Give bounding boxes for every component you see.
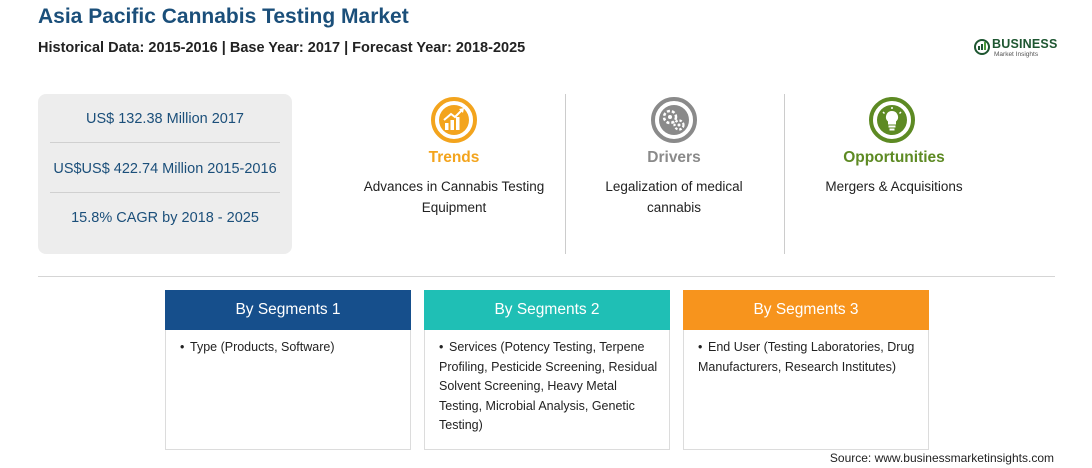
column-divider (565, 94, 566, 254)
segment-2-text: Services (Potency Testing, Terpene Profi… (439, 340, 658, 432)
segment-card-2: By Segments 2 • Services (Potency Testing… (424, 290, 670, 450)
segment-1-body: • Type (Products, Software) (180, 338, 402, 358)
page-subtitle: Historical Data: 2015-2016 | Base Year: … (38, 40, 526, 56)
segment-2-title: By Segments 2 (424, 290, 670, 330)
bullet: • (180, 340, 185, 354)
stat-market-value: US$ 132.38 Million 2017 (86, 111, 244, 127)
logo-subtext: Market Insights (994, 51, 1039, 58)
drivers-column: Drivers Legalization of medical cannabis (564, 94, 784, 254)
trends-column: Trends Advances in Cannabis Testing Equi… (344, 94, 564, 254)
brand-logo: BUSINESS Market Insights (974, 36, 1058, 60)
gears-icon (651, 97, 697, 143)
segment-1-title: By Segments 1 (165, 290, 411, 330)
segment-3-body: • End User (Testing Laboratories, Drug Ma… (698, 338, 920, 377)
drivers-text: Legalization of medical cannabis (605, 179, 743, 215)
segment-card-1: By Segments 1 • Type (Products, Software) (165, 290, 411, 450)
segment-1-text: Type (Products, Software) (190, 340, 335, 354)
bullet: • (698, 340, 703, 354)
column-divider (784, 94, 785, 254)
segment-card-3: By Segments 3 • End User (Testing Laborat… (683, 290, 929, 450)
bullet: • (439, 340, 444, 354)
segment-3-text: End User (Testing Laboratories, Drug Man… (698, 340, 915, 374)
trends-text: Advances in Cannabis Testing Equipment (363, 179, 545, 215)
chart-up-icon (431, 97, 477, 143)
source-note: Source: www.businessmarketinsights.com (829, 451, 1054, 465)
trends-title: Trends (428, 149, 480, 166)
logo-text: BUSINESS (992, 37, 1058, 51)
page-title: Asia Pacific Cannabis Testing Market (38, 5, 409, 28)
stat-cagr: 15.8% CAGR by 2018 - 2025 (71, 210, 259, 226)
opportunities-column: Opportunities Mergers & Acquisitions (784, 94, 1004, 254)
stat-divider (50, 192, 280, 193)
section-divider (38, 276, 1055, 277)
segment-3-title: By Segments 3 (683, 290, 929, 330)
opportunities-title: Opportunities (843, 149, 945, 166)
segment-2-body: • Services (Potency Testing, Terpene Prof… (439, 338, 661, 436)
key-stats-panel: US$ 132.38 Million 2017 US$US$ 422.74 Mi… (38, 94, 292, 254)
stat-divider (50, 142, 280, 143)
drivers-title: Drivers (647, 149, 701, 166)
opportunities-text: Mergers & Acquisitions (825, 179, 963, 194)
lightbulb-icon (869, 97, 915, 143)
stat-historical-value: US$US$ 422.74 Million 2015-2016 (53, 161, 277, 177)
globe-icon (974, 39, 990, 55)
